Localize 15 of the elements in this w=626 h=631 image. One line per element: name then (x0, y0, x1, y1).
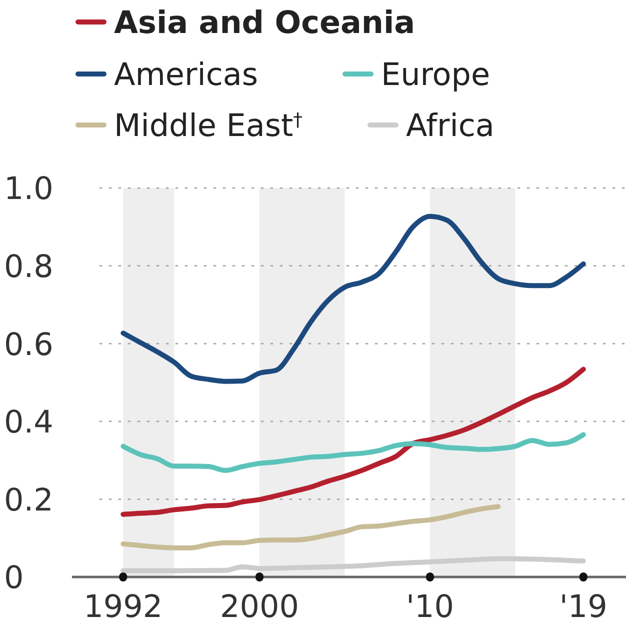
x-tick-label: 2000 (220, 589, 299, 625)
y-tick-label: 0.4 (4, 404, 54, 441)
legend-label: Middle East$^{†}$ (114, 108, 302, 144)
y-tick-label: 1.0 (4, 171, 54, 208)
legend-label: Africa (406, 108, 494, 144)
x-tick-label: '19 (559, 589, 608, 625)
legend-label: Asia and Oceania (114, 5, 416, 42)
y-tick-label: 0.8 (4, 248, 54, 285)
y-tick-label: 0 (4, 560, 24, 596)
x-tick-label: 1992 (84, 589, 163, 625)
legend-label: Americas (114, 57, 258, 94)
y-tick-label: 0.2 (4, 482, 54, 518)
legend-label: Europe (381, 57, 490, 94)
x-tick-label: '10 (406, 589, 454, 625)
y-tick-label: 0.6 (4, 326, 54, 363)
